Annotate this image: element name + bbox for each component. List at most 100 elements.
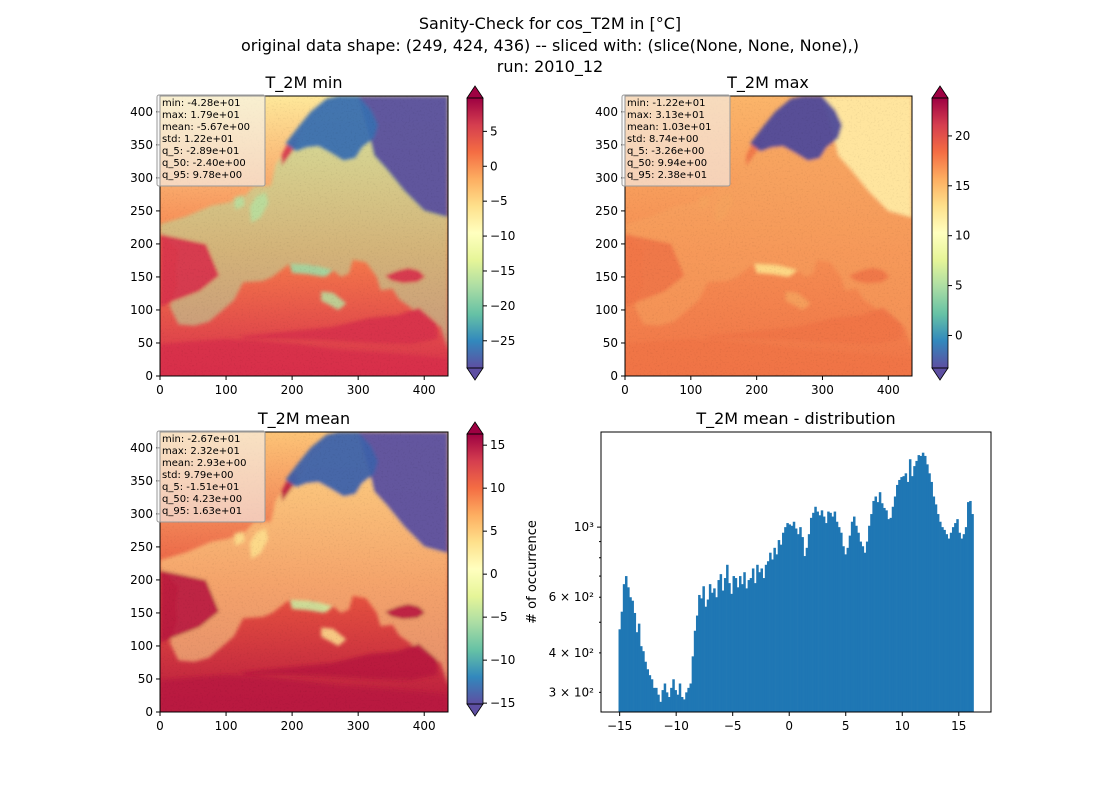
histogram-panel: T_2M mean - distribution # of occurrence… bbox=[525, 409, 992, 733]
x-tick-label: 100 bbox=[679, 383, 702, 397]
y-tick-label: 0 bbox=[145, 705, 153, 719]
histogram-bar bbox=[668, 697, 671, 712]
histogram-bar bbox=[951, 527, 955, 712]
colorbar-extend-min bbox=[466, 367, 484, 381]
colorbar-tick-label: 0 bbox=[490, 159, 498, 173]
histogram-bar bbox=[747, 580, 751, 712]
histogram-bar bbox=[825, 523, 828, 712]
x-ticks: −15 −10 −5 0 5 10 15 bbox=[607, 712, 966, 733]
y-tick-label: 350 bbox=[130, 138, 153, 152]
histogram-bar bbox=[818, 515, 822, 712]
colorbar-tick-label: 15 bbox=[955, 179, 970, 193]
histogram-bar bbox=[687, 687, 690, 712]
colorbar-tick-label: −15 bbox=[490, 696, 515, 710]
histogram-bar bbox=[775, 554, 779, 712]
histogram-bar bbox=[898, 479, 901, 712]
histogram-bar bbox=[911, 476, 914, 712]
panel-title: T_2M min bbox=[264, 73, 342, 93]
histogram-bar bbox=[934, 504, 938, 712]
histogram-bar bbox=[831, 516, 834, 712]
histogram-bar bbox=[779, 544, 783, 712]
histogram-bar bbox=[874, 496, 878, 712]
y-tick-label: 400 bbox=[130, 105, 153, 119]
map-panel-tmin: T_2M min 0 100 200 300 400 05010015020025030… bbox=[130, 73, 515, 397]
figure-title-line2: original data shape: (249, 424, 436) -- … bbox=[241, 36, 859, 55]
histogram-bar bbox=[786, 523, 789, 712]
colorbar-gradient bbox=[467, 434, 483, 704]
histogram-bar bbox=[932, 496, 936, 712]
colorbar-frame bbox=[466, 97, 484, 369]
histogram-bar bbox=[674, 690, 677, 712]
y-tick-label: 50 bbox=[603, 336, 618, 350]
histogram-bar bbox=[822, 516, 826, 712]
colorbar-gradient bbox=[467, 98, 483, 368]
axes-frame bbox=[159, 95, 449, 377]
histogram-bar bbox=[738, 576, 742, 712]
histogram-bar bbox=[960, 538, 964, 712]
histogram-bar bbox=[618, 629, 622, 712]
colorbar-tick-label: 5 bbox=[490, 124, 498, 138]
x-tick-label: 10 bbox=[895, 719, 910, 733]
histogram-bar bbox=[814, 506, 817, 712]
figure-title-line1: Sanity-Check for cos_T2M in [°C] bbox=[419, 14, 681, 34]
histogram-bar bbox=[885, 510, 888, 712]
histogram-bar bbox=[969, 500, 972, 712]
y-tick-label: 200 bbox=[130, 573, 153, 587]
stats-line: std: 9.79e+00 bbox=[162, 470, 234, 481]
stats-line: std: 8.74e+00 bbox=[627, 134, 699, 145]
histogram-bar bbox=[827, 511, 830, 712]
histogram-bar bbox=[803, 556, 807, 712]
histogram-bar bbox=[850, 521, 854, 712]
y-tick-label: 10³ bbox=[574, 520, 594, 534]
histogram-bar bbox=[848, 535, 852, 712]
stats-line: std: 1.22e+01 bbox=[162, 134, 234, 145]
histogram-bar bbox=[741, 584, 744, 712]
y-tick-label: 6 × 10² bbox=[549, 590, 595, 604]
histogram-bar bbox=[924, 455, 927, 712]
x-tick-label: 200 bbox=[281, 383, 304, 397]
histogram-bar bbox=[736, 587, 740, 712]
histogram-bar bbox=[721, 590, 725, 712]
histogram-bar bbox=[760, 568, 763, 712]
x-ticks: 0 100 200 300 400 bbox=[156, 376, 436, 397]
stats-box-frame bbox=[156, 430, 266, 523]
colorbar-tick-label: −5 bbox=[490, 194, 508, 208]
stats-line: q_5: -3.26e+00 bbox=[627, 146, 704, 157]
histogram-bar bbox=[711, 592, 714, 712]
x-tick-label: 0 bbox=[621, 383, 629, 397]
histogram-bar bbox=[930, 481, 933, 712]
colorbar-gradient bbox=[932, 98, 948, 368]
map-panel-tmax: T_2M max 0 100 200 300 400 05010015020025030… bbox=[595, 73, 970, 397]
y-tick-label: 50 bbox=[138, 336, 153, 350]
histogram-bar bbox=[661, 690, 665, 712]
y-tick-label: 4 × 10² bbox=[549, 646, 595, 660]
histogram-bar bbox=[887, 519, 890, 712]
x-tick-label: −15 bbox=[607, 719, 632, 733]
colorbar-tick-label: 10 bbox=[955, 229, 970, 243]
histogram-bar bbox=[655, 687, 658, 712]
y-tick-label: 250 bbox=[130, 204, 153, 218]
x-tick-label: 400 bbox=[413, 719, 436, 733]
histogram-bar bbox=[837, 527, 841, 712]
histogram-bar bbox=[893, 496, 897, 712]
histogram-bar bbox=[680, 697, 684, 712]
figure-title-line3: run: 2010_12 bbox=[497, 57, 603, 77]
histogram-bar bbox=[764, 564, 768, 712]
histogram-bar bbox=[756, 564, 759, 712]
axes-frame bbox=[600, 431, 992, 713]
x-tick-label: 300 bbox=[347, 719, 370, 733]
histogram-bar bbox=[650, 679, 654, 712]
histogram-bar bbox=[941, 527, 944, 712]
x-tick-label: 0 bbox=[156, 719, 164, 733]
colorbar-tick-label: 10 bbox=[490, 481, 505, 495]
histogram-bar bbox=[876, 502, 880, 712]
histogram-bar bbox=[788, 524, 791, 712]
histogram-bar bbox=[904, 473, 908, 712]
stats-line: max: 3.13e+01 bbox=[627, 110, 705, 121]
histogram-bar bbox=[646, 669, 649, 712]
y-tick-label: 100 bbox=[130, 303, 153, 317]
histogram-bar bbox=[683, 699, 686, 712]
histogram-bar bbox=[816, 511, 819, 712]
histogram-bar bbox=[868, 525, 871, 712]
